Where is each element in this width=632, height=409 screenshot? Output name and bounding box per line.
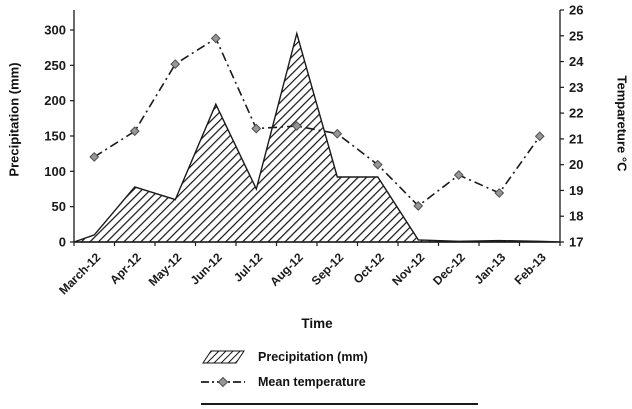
temperature-marker xyxy=(413,201,424,211)
x-axis-title: Time xyxy=(301,316,333,331)
hatched-area-swatch-icon xyxy=(202,350,245,364)
right-axis-tick-label: 26 xyxy=(569,3,583,18)
right-axis-tick-label: 20 xyxy=(569,157,583,172)
right-axis-tick-label: 25 xyxy=(569,28,583,43)
x-axis-category-label: Dec-12 xyxy=(430,250,468,288)
x-axis-category-label: March-12 xyxy=(56,250,103,297)
x-axis-category-label: Feb-13 xyxy=(512,250,549,287)
right-axis-tick-label: 22 xyxy=(569,106,583,121)
right-axis-tick-label: 18 xyxy=(569,209,583,224)
x-axis-category-label: Sep-12 xyxy=(309,250,347,288)
right-axis-tick-label: 19 xyxy=(569,183,583,198)
x-axis-category-label: Nov-12 xyxy=(389,250,427,288)
left-axis-tick-label: 150 xyxy=(44,129,66,144)
x-axis-category-label: Apr-12 xyxy=(107,250,144,287)
right-axis-tick-label: 24 xyxy=(569,54,584,69)
temperature-marker xyxy=(453,170,464,180)
precipitation-area xyxy=(73,30,561,243)
temperature-marker xyxy=(372,159,383,170)
x-axis-category-label: Jan-13 xyxy=(472,250,509,287)
temperature-marker xyxy=(170,59,181,70)
left-axis-tick-label: 200 xyxy=(44,93,66,108)
x-axis-category-label: Oct-12 xyxy=(351,250,388,287)
chart-plot-area: 0 50 100 150 200 250 300 17 18 19 20 21 22 23 24 25 26 Ma… xyxy=(44,3,584,298)
right-axis-tick-label: 17 xyxy=(569,235,583,250)
legend-item-precipitation: Precipitation (mm) xyxy=(200,348,368,366)
chart-legend: Precipitation (mm) Mean temperature xyxy=(200,348,368,391)
y-axis-left-title: Precipitation (mm) xyxy=(6,62,22,177)
legend-label-mean-temperature: Mean temperature xyxy=(258,375,366,389)
dashdot-diamond-swatch-icon xyxy=(201,376,245,388)
temperature-marker xyxy=(129,126,140,137)
x-axis-category-label: Jul-12 xyxy=(231,250,266,285)
left-axis-tick-label: 300 xyxy=(44,23,66,38)
legend-item-mean-temperature: Mean temperature xyxy=(200,373,368,391)
x-axis-category-label: Jun-12 xyxy=(188,250,225,287)
legend-label-precipitation: Precipitation (mm) xyxy=(258,350,368,364)
temperature-marker xyxy=(291,121,302,131)
temperature-marker xyxy=(210,33,221,44)
legend-divider-line xyxy=(201,403,478,405)
right-axis-tick-label: 21 xyxy=(569,131,583,146)
left-axis-tick-label: 100 xyxy=(44,164,66,179)
x-axis-category-label: May-12 xyxy=(146,250,185,289)
x-axis-category-label: Aug-12 xyxy=(267,250,306,289)
left-axis-tick-label: 250 xyxy=(44,58,66,73)
right-axis-tick-label: 23 xyxy=(569,80,583,95)
temperature-marker xyxy=(89,152,100,162)
left-axis-tick-label: 50 xyxy=(52,199,66,214)
temperature-marker xyxy=(251,123,262,134)
temperature-marker xyxy=(494,188,505,198)
y-axis-right-title: Tempareture °C xyxy=(614,75,630,172)
temperature-marker xyxy=(332,128,343,139)
temperature-marker xyxy=(534,131,545,142)
left-axis-tick-label: 0 xyxy=(59,235,66,250)
